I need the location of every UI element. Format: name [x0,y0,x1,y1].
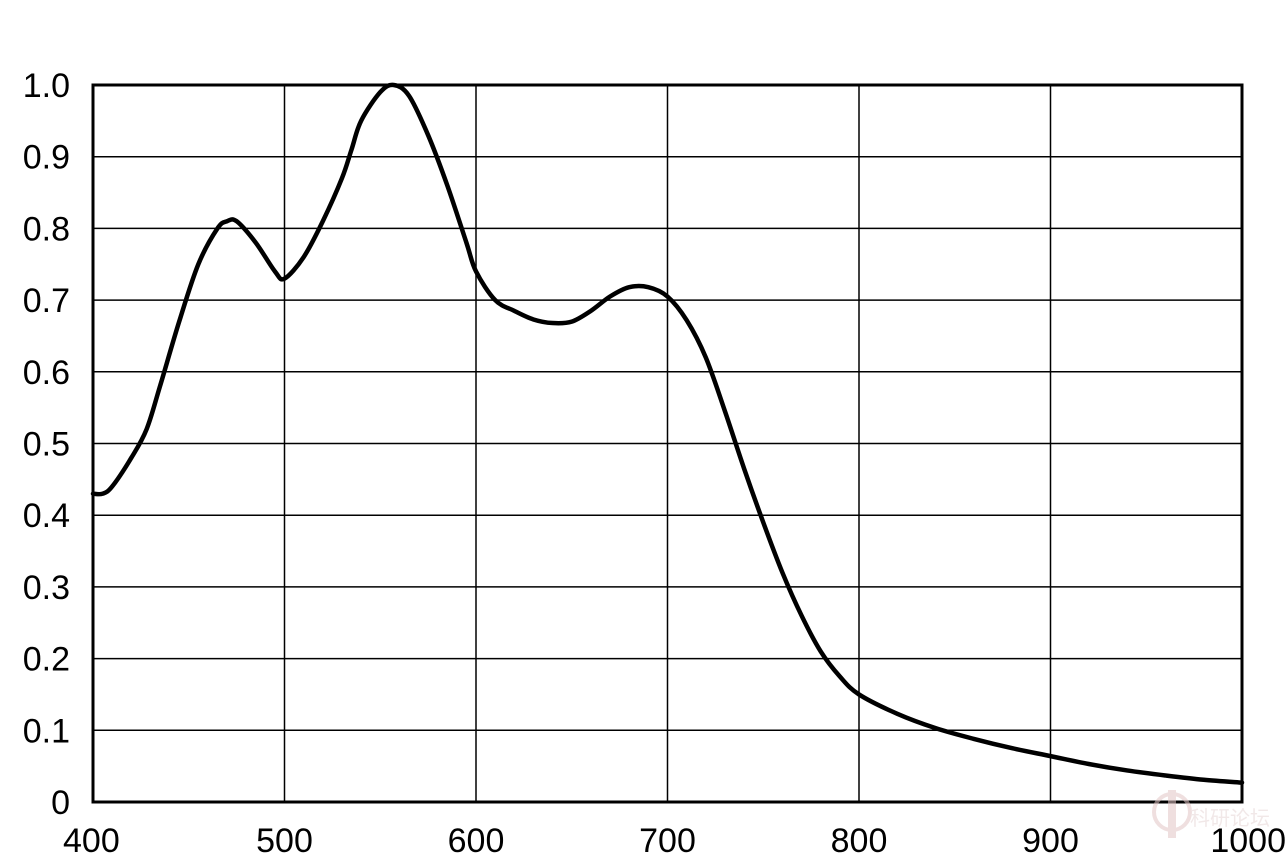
y-tick-label: 0.2 [23,641,70,679]
y-tick-label: 0.7 [23,282,70,320]
y-tick-label: 0.3 [23,569,70,607]
watermark: 科研论坛 [1152,790,1270,838]
watermark-text: 科研论坛 [1190,806,1270,830]
plot-frame [91,83,1244,804]
series-line-0 [90,82,1245,785]
y-tick-label: 0.8 [23,210,70,248]
x-tick-label: 400 [63,822,120,860]
x-tick-label: 800 [831,822,888,860]
y-tick-label: 0.6 [23,354,70,392]
y-tick-label: 0 [51,784,70,822]
y-tick-label: 0.5 [23,426,70,464]
y-tick-label: 0.1 [23,712,70,750]
x-tick-label: 1000 [1210,822,1286,860]
x-tick-label: 500 [256,822,313,860]
x-tick-label: 900 [1022,822,1079,860]
axis-labels: 0 0.1 0.2 0.3 0.4 0.5 0.6 0.7 0.8 0.9 1.0 400 500 600… [23,67,1286,860]
y-tick-label: 0.4 [23,497,70,535]
x-tick-label: 600 [448,822,505,860]
series-layer [90,82,1245,785]
watermark-logo-bar [1168,790,1176,838]
y-tick-label: 0.9 [23,139,70,177]
grid-lines [93,85,1242,802]
x-tick-label: 700 [639,822,696,860]
y-tick-label: 1.0 [23,67,70,105]
